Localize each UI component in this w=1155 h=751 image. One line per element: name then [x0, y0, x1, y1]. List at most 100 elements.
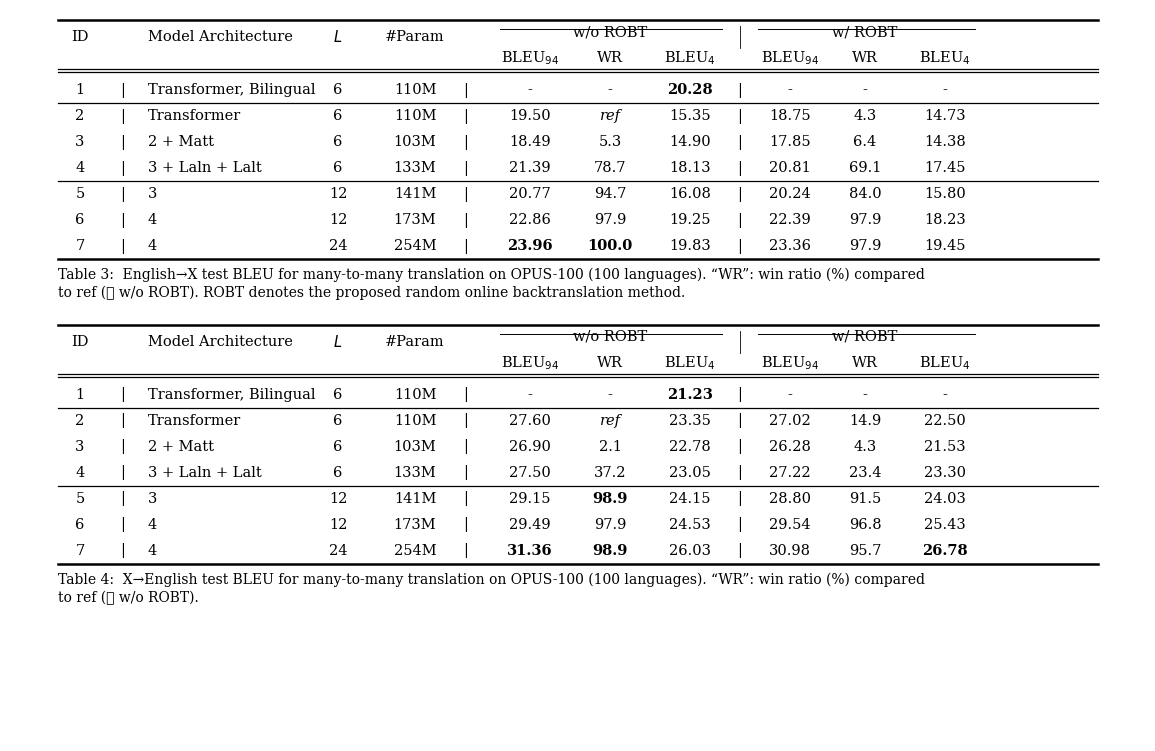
Text: 6: 6	[334, 388, 343, 402]
Text: 173M: 173M	[394, 213, 437, 227]
Text: 6: 6	[334, 466, 343, 480]
Text: 1: 1	[75, 388, 84, 402]
Text: 103M: 103M	[394, 440, 437, 454]
Text: |: |	[120, 134, 126, 149]
Text: 20.28: 20.28	[668, 83, 713, 97]
Text: 1: 1	[75, 83, 84, 97]
Text: BLEU$_{4}$: BLEU$_{4}$	[664, 49, 716, 67]
Text: 20.24: 20.24	[769, 187, 811, 201]
Text: |: |	[738, 83, 743, 98]
Text: 12: 12	[329, 213, 348, 227]
Text: |: |	[463, 491, 469, 506]
Text: |: |	[738, 491, 743, 506]
Text: |: |	[738, 134, 743, 149]
Text: |: |	[738, 439, 743, 454]
Text: 14.9: 14.9	[849, 414, 881, 428]
Text: 254M: 254M	[394, 544, 437, 558]
Text: BLEU$_{94}$: BLEU$_{94}$	[761, 49, 819, 67]
Text: 173M: 173M	[394, 518, 437, 532]
Text: ID: ID	[72, 30, 89, 44]
Text: $L$: $L$	[334, 29, 343, 45]
Text: Model Architecture: Model Architecture	[148, 335, 293, 349]
Text: 23.36: 23.36	[769, 239, 811, 253]
Text: 110M: 110M	[394, 388, 437, 402]
Text: |: |	[738, 239, 743, 254]
Text: -: -	[788, 83, 792, 97]
Text: 18.13: 18.13	[669, 161, 710, 175]
Text: |: |	[463, 544, 469, 559]
Text: 254M: 254M	[394, 239, 437, 253]
Text: w/o ROBT: w/o ROBT	[573, 330, 647, 344]
Text: 23.30: 23.30	[924, 466, 966, 480]
Text: |: |	[463, 439, 469, 454]
Text: ref: ref	[599, 414, 620, 428]
Text: 91.5: 91.5	[849, 492, 881, 506]
Text: 28.80: 28.80	[769, 492, 811, 506]
Text: |: |	[463, 466, 469, 481]
Text: 100.0: 100.0	[588, 239, 633, 253]
Text: BLEU$_{4}$: BLEU$_{4}$	[919, 49, 970, 67]
Text: 18.49: 18.49	[509, 135, 551, 149]
Text: Transformer, Bilingual: Transformer, Bilingual	[148, 83, 315, 97]
Text: 22.50: 22.50	[924, 414, 966, 428]
Text: 141M: 141M	[394, 187, 437, 201]
Text: |: |	[120, 439, 126, 454]
Text: 19.50: 19.50	[509, 109, 551, 123]
Text: |: |	[738, 466, 743, 481]
Text: 18.75: 18.75	[769, 109, 811, 123]
Text: 6: 6	[75, 518, 84, 532]
Text: |: |	[120, 108, 126, 123]
Text: 27.50: 27.50	[509, 466, 551, 480]
Text: 97.9: 97.9	[849, 239, 881, 253]
Text: |: |	[120, 83, 126, 98]
Text: 6: 6	[334, 83, 343, 97]
Text: 110M: 110M	[394, 109, 437, 123]
Text: 24: 24	[329, 544, 348, 558]
Text: 2 + Matt: 2 + Matt	[148, 440, 214, 454]
Text: 97.9: 97.9	[594, 213, 626, 227]
Text: |: |	[738, 186, 743, 201]
Text: 6: 6	[334, 135, 343, 149]
Text: WR: WR	[852, 356, 878, 370]
Text: 20.77: 20.77	[509, 187, 551, 201]
Text: 5: 5	[75, 492, 84, 506]
Text: $L$: $L$	[334, 334, 343, 350]
Text: BLEU$_{4}$: BLEU$_{4}$	[919, 354, 970, 372]
Text: 110M: 110M	[394, 83, 437, 97]
Text: 4.3: 4.3	[854, 109, 877, 123]
Text: BLEU$_{94}$: BLEU$_{94}$	[501, 354, 559, 372]
Text: -: -	[608, 388, 612, 402]
Text: 3: 3	[148, 187, 157, 201]
Text: -: -	[528, 83, 532, 97]
Text: WR: WR	[852, 51, 878, 65]
Text: |: |	[738, 213, 743, 228]
Text: 15.80: 15.80	[924, 187, 966, 201]
Text: |: |	[120, 161, 126, 176]
Text: -: -	[942, 83, 947, 97]
Text: 21.39: 21.39	[509, 161, 551, 175]
Text: 17.85: 17.85	[769, 135, 811, 149]
Text: 7: 7	[75, 544, 84, 558]
Text: 23.35: 23.35	[669, 414, 711, 428]
Text: w/ ROBT: w/ ROBT	[833, 25, 897, 39]
Text: BLEU$_{94}$: BLEU$_{94}$	[501, 49, 559, 67]
Text: 19.45: 19.45	[924, 239, 966, 253]
Text: Model Architecture: Model Architecture	[148, 30, 293, 44]
Text: 24.15: 24.15	[669, 492, 710, 506]
Text: 27.60: 27.60	[509, 414, 551, 428]
Text: 133M: 133M	[394, 466, 437, 480]
Text: 2: 2	[75, 109, 84, 123]
Text: 14.38: 14.38	[924, 135, 966, 149]
Text: |: |	[463, 83, 469, 98]
Text: 26.28: 26.28	[769, 440, 811, 454]
Text: -: -	[863, 83, 867, 97]
Text: 22.86: 22.86	[509, 213, 551, 227]
Text: 6.4: 6.4	[854, 135, 877, 149]
Text: 25.43: 25.43	[924, 518, 966, 532]
Text: 7: 7	[75, 239, 84, 253]
Text: 5: 5	[75, 187, 84, 201]
Text: 20.81: 20.81	[769, 161, 811, 175]
Text: 4: 4	[75, 161, 84, 175]
Text: 69.1: 69.1	[849, 161, 881, 175]
Text: 21.53: 21.53	[924, 440, 966, 454]
